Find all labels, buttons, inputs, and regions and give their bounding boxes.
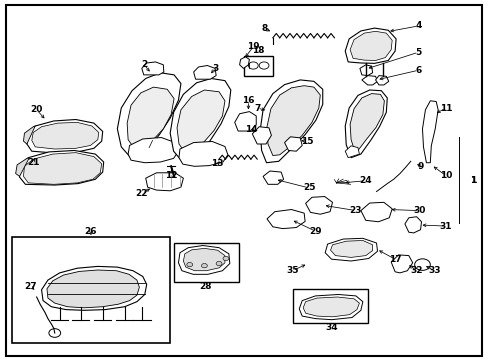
Text: 24: 24 — [359, 176, 371, 185]
Text: 32: 32 — [409, 266, 422, 275]
Circle shape — [223, 256, 228, 261]
Text: 27: 27 — [24, 282, 37, 291]
Text: 7: 7 — [253, 104, 260, 113]
Text: 9: 9 — [416, 162, 423, 171]
Polygon shape — [234, 112, 256, 131]
Polygon shape — [23, 153, 102, 184]
Text: 2: 2 — [141, 60, 147, 69]
Bar — [174, 243, 238, 282]
Polygon shape — [360, 202, 391, 222]
Circle shape — [201, 264, 207, 268]
Polygon shape — [325, 238, 377, 261]
Text: 34: 34 — [325, 323, 337, 332]
Text: 16: 16 — [242, 96, 254, 105]
Polygon shape — [27, 120, 102, 153]
Polygon shape — [127, 87, 174, 150]
Polygon shape — [361, 76, 377, 85]
Polygon shape — [177, 90, 224, 155]
Polygon shape — [252, 127, 271, 144]
Text: 3: 3 — [212, 64, 218, 73]
Polygon shape — [142, 62, 163, 75]
Polygon shape — [16, 158, 29, 176]
Polygon shape — [260, 80, 322, 163]
Text: 35: 35 — [285, 266, 298, 275]
Polygon shape — [303, 297, 359, 317]
Text: 33: 33 — [427, 266, 440, 275]
Text: 8: 8 — [262, 24, 267, 33]
Text: 5: 5 — [415, 48, 421, 57]
Text: 1: 1 — [469, 176, 475, 185]
Polygon shape — [284, 137, 302, 151]
Polygon shape — [266, 210, 305, 229]
Polygon shape — [239, 57, 249, 68]
Polygon shape — [20, 150, 103, 185]
Text: 10: 10 — [439, 171, 451, 180]
Polygon shape — [349, 94, 384, 152]
Polygon shape — [404, 217, 421, 233]
Polygon shape — [47, 270, 139, 308]
Polygon shape — [128, 138, 178, 163]
Text: 20: 20 — [30, 105, 43, 114]
Text: 28: 28 — [199, 282, 211, 291]
Polygon shape — [390, 255, 412, 273]
Polygon shape — [266, 86, 320, 156]
Polygon shape — [330, 240, 372, 257]
Polygon shape — [170, 78, 230, 163]
Polygon shape — [32, 122, 99, 149]
Text: 23: 23 — [349, 206, 362, 215]
Polygon shape — [263, 171, 283, 184]
Polygon shape — [178, 246, 229, 274]
Polygon shape — [117, 73, 181, 159]
Polygon shape — [183, 248, 224, 271]
Text: 30: 30 — [412, 206, 425, 215]
Text: 4: 4 — [414, 22, 421, 31]
Text: 21: 21 — [27, 158, 40, 167]
Polygon shape — [145, 173, 183, 191]
Polygon shape — [193, 66, 216, 79]
Text: 25: 25 — [302, 184, 315, 193]
Text: 13: 13 — [211, 159, 224, 168]
Text: 11: 11 — [439, 104, 451, 113]
Text: 18: 18 — [251, 46, 264, 55]
Polygon shape — [179, 141, 227, 166]
Polygon shape — [359, 65, 372, 76]
Polygon shape — [299, 294, 362, 320]
Polygon shape — [41, 266, 146, 310]
Circle shape — [414, 259, 429, 270]
Text: 14: 14 — [244, 125, 257, 134]
Polygon shape — [305, 197, 332, 214]
Polygon shape — [349, 31, 391, 60]
Polygon shape — [422, 101, 437, 163]
Text: 17: 17 — [388, 255, 401, 264]
Bar — [293, 289, 367, 323]
Text: 31: 31 — [439, 222, 451, 231]
Text: 22: 22 — [135, 189, 148, 198]
Polygon shape — [23, 126, 35, 144]
Polygon shape — [345, 146, 359, 158]
Bar — [12, 237, 170, 343]
Bar — [243, 56, 272, 76]
Text: 26: 26 — [84, 227, 97, 236]
Circle shape — [186, 262, 192, 267]
Text: 29: 29 — [308, 227, 321, 236]
Polygon shape — [345, 28, 395, 63]
Text: 15: 15 — [300, 137, 313, 146]
Polygon shape — [375, 76, 388, 85]
Circle shape — [216, 261, 222, 266]
Text: 12: 12 — [164, 171, 177, 180]
Text: 19: 19 — [246, 42, 259, 51]
Text: 1: 1 — [469, 176, 475, 185]
Text: 6: 6 — [415, 66, 421, 75]
Polygon shape — [345, 90, 386, 158]
